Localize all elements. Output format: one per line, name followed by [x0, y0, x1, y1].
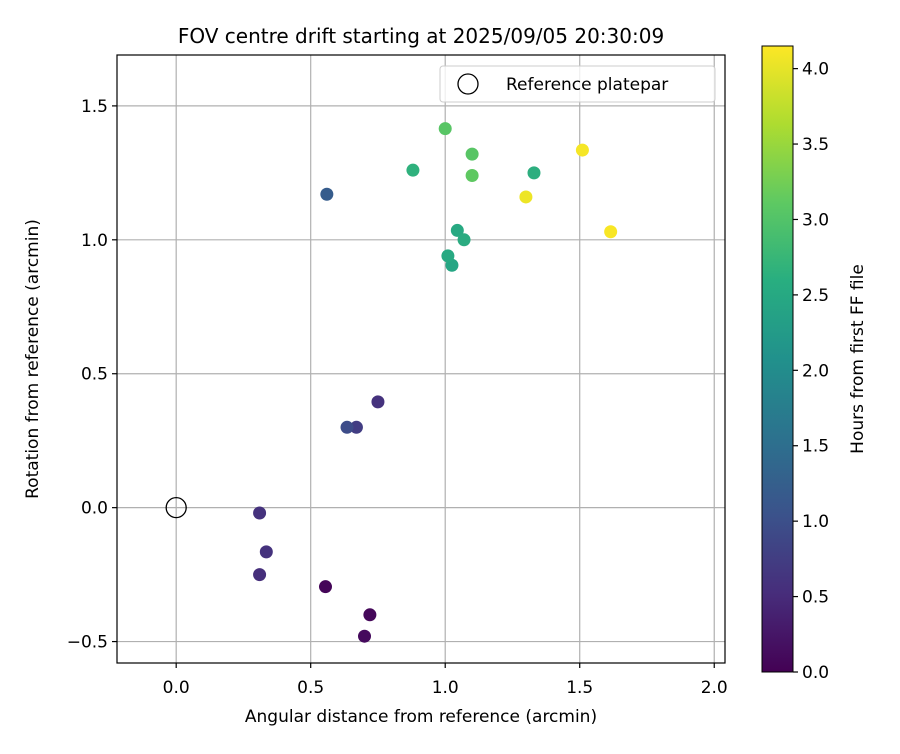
data-point — [465, 147, 479, 161]
colorbar-tick-label: 2.0 — [802, 361, 829, 381]
data-point — [320, 187, 334, 201]
y-tick-label: 1.0 — [81, 231, 108, 251]
x-tick-label: 1.0 — [432, 678, 459, 698]
x-tick-label: 0.0 — [163, 678, 190, 698]
x-tick-label: 2.0 — [701, 678, 728, 698]
x-tick-label: 1.5 — [566, 678, 593, 698]
data-point — [253, 568, 267, 582]
y-axis-label: Rotation from reference (arcmin) — [23, 219, 43, 499]
legend-box — [439, 65, 716, 103]
data-point — [259, 545, 273, 559]
colorbar-tick-label: 2.5 — [802, 286, 829, 306]
data-point — [349, 420, 363, 434]
data-point — [465, 169, 479, 183]
colorbar-gradient — [761, 45, 794, 673]
y-tick-label: 1.5 — [81, 97, 108, 117]
data-point — [441, 249, 455, 263]
colorbar-tick-label: 3.0 — [802, 210, 829, 230]
colorbar-tick-label: 1.0 — [802, 512, 829, 532]
colorbar: 0.0 0.5 1.0 1.5 2.0 2.5 3.0 3.5 4.0 Hours from f… — [761, 45, 868, 683]
colorbar-tick-label: 0.5 — [802, 588, 829, 608]
data-point — [371, 395, 385, 409]
colorbar-label: Hours from first FF file — [848, 264, 868, 454]
colorbar-tick-label: 3.5 — [802, 135, 829, 155]
x-tick-label: 0.5 — [297, 678, 324, 698]
legend-reference-marker — [457, 73, 479, 95]
data-point — [575, 143, 589, 157]
data-point — [318, 580, 332, 594]
y-axis-ticks: −0.5 0.0 0.5 1.0 1.5 — [67, 97, 117, 653]
colorbar-tick-label: 0.0 — [802, 663, 829, 683]
y-tick-label: −0.5 — [67, 633, 108, 653]
data-point — [438, 122, 452, 136]
data-point — [527, 166, 541, 180]
data-point — [253, 506, 267, 520]
y-tick-label: 0.5 — [81, 365, 108, 385]
y-tick-label: 0.0 — [81, 499, 108, 519]
x-axis-label: Angular distance from reference (arcmin) — [245, 707, 597, 727]
colorbar-tick-label: 4.0 — [802, 60, 829, 80]
legend: Reference platepar — [439, 65, 716, 103]
data-point — [519, 190, 533, 204]
data-point — [450, 223, 464, 237]
data-point — [457, 233, 471, 247]
data-point — [604, 225, 618, 239]
data-point — [340, 420, 354, 434]
reference-layer — [165, 497, 187, 519]
colorbar-tick-label: 1.5 — [802, 437, 829, 457]
data-point — [358, 629, 372, 643]
chart-title: FOV centre drift starting at 2025/09/05 … — [178, 24, 664, 48]
colorbar-ticks: 0.0 0.5 1.0 1.5 2.0 2.5 3.0 3.5 4.0 — [793, 60, 829, 683]
data-point — [406, 163, 420, 177]
data-point — [363, 608, 377, 622]
x-axis-ticks: 0.0 0.5 1.0 1.5 2.0 — [163, 663, 728, 698]
legend-label: Reference platepar — [506, 75, 668, 95]
grid-lines — [117, 55, 725, 663]
reference-platepar-marker — [165, 497, 187, 519]
plot-frame — [116, 54, 726, 664]
data-points — [253, 122, 618, 643]
